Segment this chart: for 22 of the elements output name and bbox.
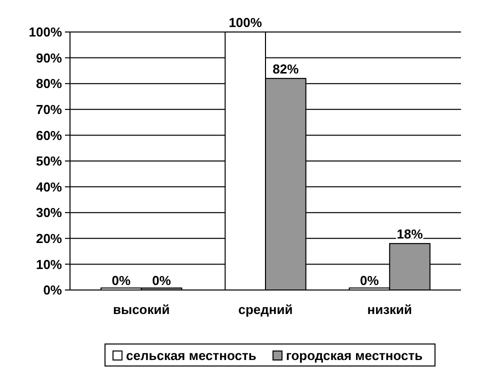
- x-tick-label: низкий: [367, 302, 412, 317]
- data-label: 0%: [360, 273, 380, 288]
- data-label: 18%: [396, 226, 424, 242]
- data-label: 82%: [272, 61, 300, 76]
- y-tick-label: 0%: [43, 282, 62, 298]
- y-tick-label: 70%: [36, 102, 62, 117]
- y-tick-label: 80%: [36, 76, 62, 92]
- legend-label: сельская местность: [126, 348, 256, 363]
- y-tick-label: 90%: [36, 50, 62, 66]
- y-tick-label: 20%: [36, 230, 62, 246]
- x-tick-label: средний: [238, 302, 293, 317]
- y-tick-label: 60%: [36, 128, 62, 143]
- y-tick-label: 100%: [28, 24, 62, 40]
- legend-label: городская местность: [286, 348, 423, 363]
- y-tick-label: 10%: [36, 256, 62, 272]
- data-label: 100%: [228, 15, 262, 30]
- data-label: 0%: [152, 273, 172, 288]
- y-tick-label: 40%: [36, 179, 62, 194]
- data-label: 0%: [112, 273, 132, 288]
- x-tick-label: высокий: [112, 302, 170, 317]
- y-tick-label: 50%: [36, 154, 62, 169]
- y-tick-label: 30%: [36, 205, 62, 220]
